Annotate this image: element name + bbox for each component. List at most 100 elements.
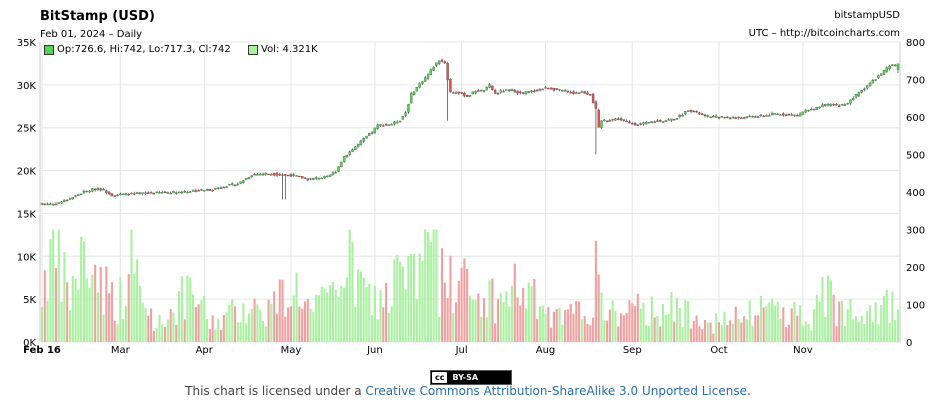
symbol-label: bitstampUSD [834,10,900,21]
candle-body [337,166,340,172]
candle-body [85,190,88,193]
volume-bar [270,303,273,342]
volume-bar [68,310,72,342]
volume-bar [158,314,161,342]
candle-body [452,92,455,94]
candle-body [860,90,863,93]
candle-body [370,132,374,135]
candle-body [158,192,161,194]
candle-body [863,88,866,90]
volume-bar [454,302,458,342]
candle-body [239,181,242,184]
candle-body [502,91,505,93]
candle-body [68,198,72,200]
volume-bar [295,272,298,342]
volume-bar [138,285,141,342]
candle-body [116,194,119,197]
volume-bar [88,287,91,342]
y-left-tick-label: 0K [23,338,36,349]
volume-bar [572,313,575,342]
volume-bar [365,287,368,342]
candle-body [477,90,480,92]
volume-bar [71,275,74,342]
candle-body [71,197,74,200]
candle-body [510,88,514,92]
candle-body [261,173,265,176]
candle-body [426,74,430,79]
candle-body [155,191,158,193]
volume-bar [418,253,421,342]
candle-body [826,104,830,106]
candle-body [412,91,416,95]
candle-body [88,190,91,193]
chart-title: BitStamp (USD) [40,9,155,24]
y-left-tick-label: 20K [17,167,37,178]
volume-bar [653,317,656,342]
candle-body [594,101,598,109]
candle-body [572,91,575,94]
volume-bar [203,296,206,342]
volume-bar [130,229,133,342]
candle-body [776,113,779,116]
candle-body [597,109,600,128]
volume-bar [105,266,108,342]
volume-bar [382,307,385,342]
volume-bar [720,324,723,342]
volume-bar [219,329,223,342]
candle-body [832,104,835,106]
volume-bar [796,315,799,342]
license-link[interactable]: Creative Commons Attribution-ShareAlike … [365,384,747,398]
volume-bar [278,279,281,342]
volume-bar [519,305,522,342]
volume-bar [175,325,178,342]
volume-bar [205,318,209,342]
candle-body [507,89,511,91]
candle-body [541,88,544,91]
candle-body [275,173,279,176]
volume-bar [838,301,841,342]
volume-bar [231,299,234,342]
volume-bar [172,312,175,342]
cc-license-badge[interactable]: cc BY-SA [430,370,512,385]
candle-body [485,86,488,91]
volume-bar [449,255,452,342]
candle-body [779,114,782,116]
volume-bar [161,324,164,342]
candle-body [449,79,452,93]
candle-body [278,174,281,176]
volume-bar [298,306,301,342]
candle-body [552,88,556,91]
candle-body [530,90,533,92]
candle-body [608,120,612,122]
volume-bar [675,297,679,342]
candle-body [368,133,371,136]
volume-bar [214,329,217,342]
volume-bar [326,292,329,342]
candle-body [404,112,407,116]
volume-bar [843,325,846,342]
volume-bar [555,308,558,342]
candle-body [270,174,273,176]
candle-body [387,124,391,126]
candle-body [225,186,228,188]
volume-bar [337,297,340,342]
candle-body [197,190,200,192]
candle-body [110,193,114,197]
candle-body [233,184,237,187]
candle-body [77,194,80,196]
candle-body [258,174,262,176]
volume-bar [656,315,659,342]
volume-bar [569,303,572,342]
candle-body [365,135,368,139]
candle-body [186,191,189,194]
volume-bar [583,316,586,342]
candle-body [443,61,447,64]
volume-bar [799,304,802,342]
candle-body [281,174,284,176]
volume-bar [841,300,844,342]
candle-body [645,122,648,125]
volume-bar [178,291,181,342]
candle-body [894,64,897,67]
volume-bar [147,315,150,342]
